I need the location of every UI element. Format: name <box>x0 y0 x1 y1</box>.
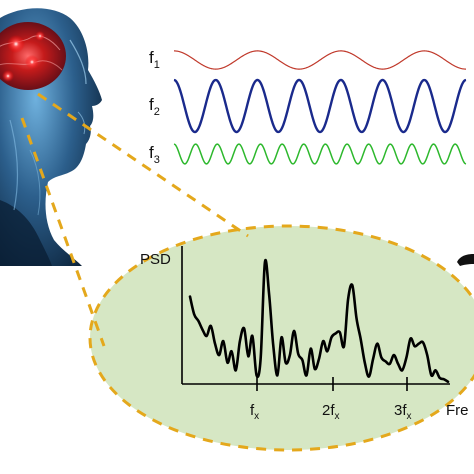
psd-spectrum-line <box>188 258 450 383</box>
wave-label-f2: f2 <box>149 95 160 118</box>
psd-axis-label: PSD <box>140 251 171 268</box>
cable-fragment <box>457 254 474 266</box>
tick-label-fx: fx <box>250 402 259 422</box>
x-axis-label: Fre <box>446 402 469 419</box>
tick-label-2fx: 2fx <box>322 402 340 422</box>
connector-line-top <box>37 92 249 238</box>
wave-f2-line <box>173 78 467 134</box>
wave-f3-line <box>173 143 467 165</box>
wave-label-f3: f3 <box>149 143 160 166</box>
wave-label-f1: f1 <box>149 48 160 71</box>
brain-activity-glow <box>0 22 66 90</box>
wave-f1-line <box>173 50 467 70</box>
connector-line-bottom <box>20 117 106 347</box>
tick-label-3fx: 3fx <box>394 402 412 422</box>
